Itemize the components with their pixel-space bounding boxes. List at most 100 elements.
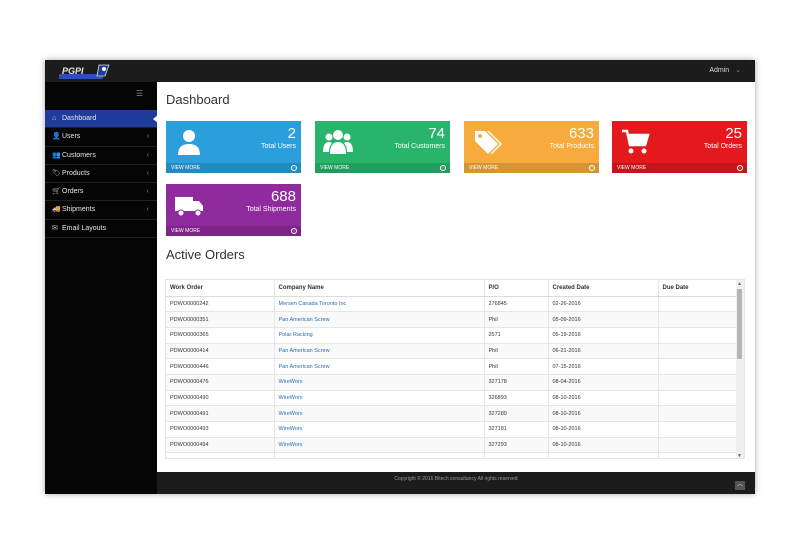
table-cell: 326893 [484,390,549,407]
column-header[interactable]: Company Name [274,280,485,297]
chevron-left-icon: ‹ [146,206,149,214]
table-cell: 327181 [484,421,549,438]
table-cell: 05-09-2016 [548,311,659,328]
scroll-up-icon[interactable]: ▲ [737,281,742,287]
arrow-circle-right-icon: › [589,165,595,171]
view-more-link[interactable]: VIEW MORE › [612,163,747,173]
company-link[interactable]: Pan American Screw [274,311,485,328]
table-cell [658,452,739,458]
active-indicator [153,115,158,123]
company-link[interactable]: WireWorx [274,421,485,438]
stat-tile-total-customers: 74 Total Customers VIEW MORE › [315,121,450,173]
sidebar-item-label: Orders [62,188,84,196]
sidebar-item-users[interactable]: 👤Users ‹ [45,128,157,147]
table-row[interactable]: PDWO0000365 Polar Racking 2571 05-19-2016 [166,327,739,344]
table-cell: 06-21-2016 [548,343,659,360]
table-cell: Phil [484,343,549,360]
user-menu[interactable]: Admin ⌄ [709,66,741,74]
sidebar-item-shipments[interactable]: 🚚Shipments ‹ [45,201,157,220]
table-cell [166,452,275,458]
stat-value: 74 [428,125,445,142]
menu-toggle-icon[interactable]: ☰ [136,89,144,98]
view-more-label: VIEW MORE [171,165,201,171]
table-cell: 08-10-2016 [548,405,659,422]
table-row[interactable]: PDWO0000491 WireWorx 327289 08-10-2016 [166,405,739,422]
sidebar-item-dashboard[interactable]: ⌂ Dashboard [45,110,158,129]
home-icon: ⌂ [52,115,57,122]
table-cell: PDWO0000365 [166,327,275,344]
top-navbar: PGPI Admin ⌄ [45,60,755,82]
svg-text:PGPI: PGPI [62,66,84,76]
scrollbar-thumb[interactable] [737,289,742,359]
table-row[interactable]: PDWO0000446 Pan American Screw Phil 07-15-2… [166,358,739,375]
view-more-label: VIEW MORE [469,165,499,171]
arrow-circle-right-icon: › [291,228,297,234]
table-header-row: Work Order Company Name P/O Created Date Due… [166,280,739,297]
company-link[interactable] [274,452,485,458]
active-orders-table: Work Order Company Name P/O Created Date Due… [165,279,745,459]
tag-icon: 🏷 [52,169,61,177]
sidebar-item-orders[interactable]: 🛒Orders ‹ [45,183,157,202]
table-cell: 05-19-2016 [548,327,659,344]
stat-label: Total Orders [703,143,742,150]
stat-label: Total Shipments [246,206,296,213]
table-cell [548,452,659,458]
company-link[interactable]: WireWorx [274,405,485,422]
company-link[interactable]: Polar Racking [274,327,485,344]
stat-tile-total-products: 633 Total Products VIEW MORE › [464,121,599,173]
table-cell: PDWO0000414 [166,343,275,360]
stat-label: Total Customers [394,143,445,150]
user-menu-label: Admin [709,67,730,74]
back-to-top-button[interactable]: ︿ [735,481,745,490]
table-row[interactable]: PDWO0000414 Pan American Screw Phil 06-21-2… [166,343,739,360]
table-cell [658,390,739,407]
company-link[interactable]: Mersen Canada Toronto Inc [274,296,485,313]
main-content: Dashboard 2 Total Users VIEW MORE › 74 Total … [157,82,755,472]
view-more-link[interactable]: VIEW MORE › [464,163,599,173]
table-scrollbar[interactable]: ▲ ▼ [736,280,744,459]
table-cell [484,452,549,458]
table-cell: PDWO0000446 [166,358,275,375]
sidebar-item-label: Customers [62,151,96,159]
table-row[interactable]: PDWO0000351 Pan American Screw Phil 05-09-2… [166,311,739,328]
view-more-label: VIEW MORE [171,228,201,234]
arrow-circle-right-icon: › [440,165,446,171]
sidebar-item-email-layouts[interactable]: ✉ Email Layouts [45,220,157,239]
table-cell: 07-15-2016 [548,358,659,375]
stat-value: 688 [270,188,296,205]
page-footer: Copyright © 2016 Bitech consultancy All … [157,472,755,494]
company-link[interactable]: WireWorx [274,390,485,407]
table-row[interactable]: PDWO0000494 WireWorx 327293 08-10-2016 [166,437,739,454]
page-title: Dashboard [166,92,230,107]
sidebar-item-label: Dashboard [62,115,97,122]
sidebar-item-label: Email Layouts [62,224,106,232]
table-row[interactable]: PDWO0000490 WireWorx 326893 08-10-2016 [166,390,739,407]
table-row[interactable]: PDWO0000476 WireWorx 327178 08-04-2016 [166,374,739,391]
brand-logo[interactable]: PGPI [59,62,111,82]
stat-tile-total-shipments: 688 Total Shipments VIEW MORE › [166,184,301,236]
truck-icon [174,190,204,220]
company-link[interactable]: Pan American Screw [274,358,485,375]
company-link[interactable]: WireWorx [274,437,485,454]
cart-icon [620,127,650,157]
column-header[interactable]: Due Date [658,280,739,297]
table-cell: PDWO0000493 [166,421,275,438]
table-row[interactable]: PDWO0000493 WireWorx 327181 08-10-2016 [166,421,739,438]
active-orders-title: Active Orders [166,247,245,262]
view-more-link[interactable]: VIEW MORE › [166,226,301,236]
table-cell: 327293 [484,437,549,454]
company-link[interactable]: WireWorx [274,374,485,391]
table-row[interactable]: PDWO0000242 Mersen Canada Toronto Inc 2768… [166,296,739,313]
sidebar-item-products[interactable]: 🏷Products ‹ [45,165,157,184]
view-more-link[interactable]: VIEW MORE › [315,163,450,173]
column-header[interactable]: P/O [484,280,549,297]
scroll-down-icon[interactable]: ▼ [737,453,742,459]
sidebar-item-customers[interactable]: 👥Customers ‹ [45,147,157,165]
column-header[interactable]: Work Order [166,280,275,297]
table-row[interactable] [166,452,739,458]
email-icon: ✉ [52,224,58,232]
arrow-circle-right-icon: › [737,165,743,171]
view-more-link[interactable]: VIEW MORE › [166,163,301,173]
company-link[interactable]: Pan American Screw [274,343,485,360]
column-header[interactable]: Created Date [548,280,659,297]
